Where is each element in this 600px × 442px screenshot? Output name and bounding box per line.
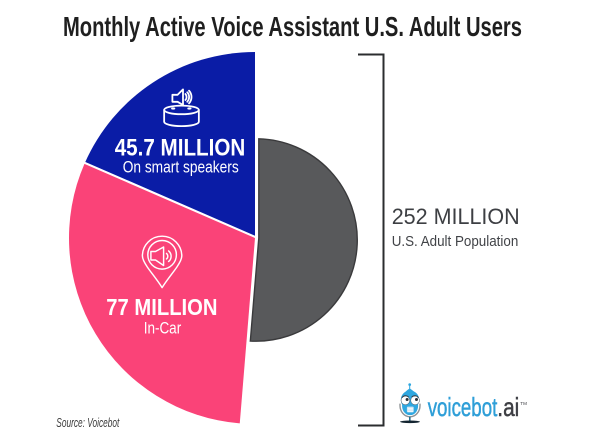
svg-text:252 MILLION: 252 MILLION: [392, 204, 520, 229]
svg-text:45.7 MILLION: 45.7 MILLION: [115, 135, 246, 161]
svg-text:On smart speakers: On smart speakers: [123, 159, 239, 177]
svg-text:TM: TM: [520, 401, 527, 406]
svg-text:voicebot: voicebot: [428, 392, 498, 422]
svg-text:Source: Voicebot: Source: Voicebot: [56, 416, 119, 430]
svg-text:U.S. Adult Population: U.S. Adult Population: [392, 233, 519, 250]
svg-text:In-Car: In-Car: [144, 319, 182, 338]
svg-text:77 MILLION: 77 MILLION: [106, 294, 217, 320]
svg-text:Monthly Active Voice Assistant: Monthly Active Voice Assistant U.S. Adul…: [63, 11, 522, 42]
svg-text:.ai: .ai: [497, 392, 519, 422]
